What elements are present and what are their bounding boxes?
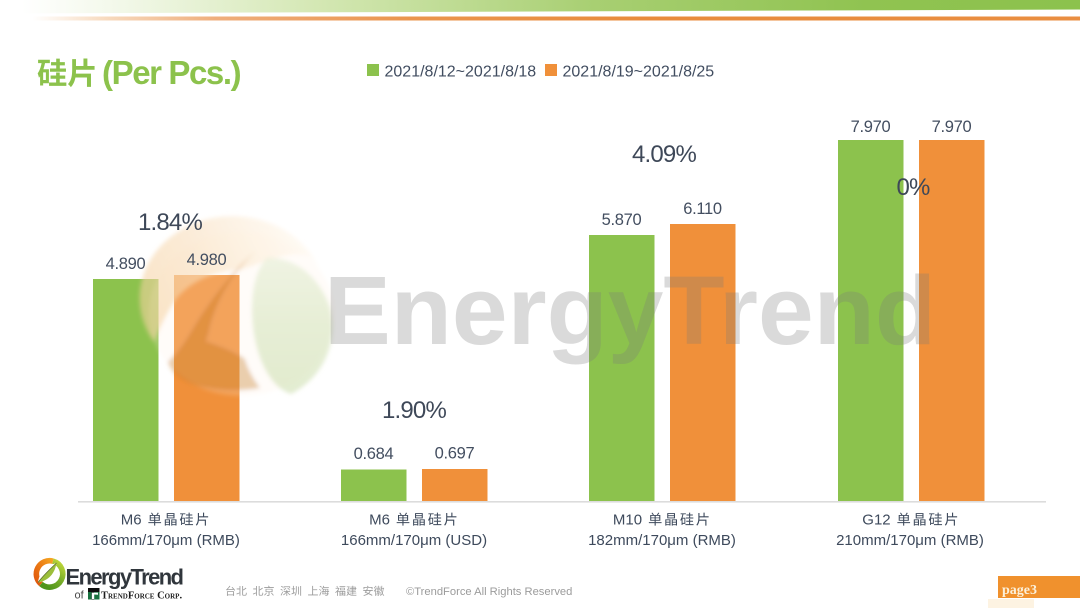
svg-text:166mm/170μm (RMB): 166mm/170μm (RMB) — [92, 532, 240, 549]
svg-text:2021/8/19~2021/8/25: 2021/8/19~2021/8/25 — [563, 64, 715, 81]
svg-text:EnergyTrend: EnergyTrend — [324, 256, 936, 365]
svg-text:7.970: 7.970 — [851, 118, 891, 136]
svg-text:page3: page3 — [1002, 583, 1037, 598]
svg-text:M10: M10 — [613, 512, 642, 529]
svg-text:4.890: 4.890 — [106, 255, 146, 273]
svg-text:4.09%: 4.09% — [632, 141, 697, 168]
svg-text:G12: G12 — [862, 512, 890, 529]
svg-text:of: of — [75, 590, 85, 602]
svg-text:(Per Pcs.): (Per Pcs.) — [102, 54, 241, 91]
svg-text:4.980: 4.980 — [187, 251, 227, 269]
svg-text:182mm/170μm (RMB): 182mm/170μm (RMB) — [588, 532, 736, 549]
svg-text:EnergyTrend: EnergyTrend — [66, 565, 183, 590]
svg-text:1.90%: 1.90% — [382, 397, 447, 424]
svg-text:0%: 0% — [896, 174, 930, 201]
svg-text:6.110: 6.110 — [683, 200, 722, 218]
svg-text:©TrendForce All Rights Reserve: ©TrendForce All Rights Reserved — [406, 586, 572, 598]
svg-text:7.970: 7.970 — [932, 118, 972, 136]
svg-text:M6: M6 — [121, 512, 142, 529]
svg-text:210mm/170μm (RMB): 210mm/170μm (RMB) — [836, 532, 984, 549]
svg-text:2021/8/12~2021/8/18: 2021/8/12~2021/8/18 — [385, 64, 537, 81]
svg-text:0.697: 0.697 — [435, 445, 475, 463]
svg-text:5.870: 5.870 — [602, 211, 642, 229]
svg-text:166mm/170μm (USD): 166mm/170μm (USD) — [341, 532, 487, 549]
svg-text:1.84%: 1.84% — [138, 209, 203, 236]
svg-text:TrendForce Corp.: TrendForce Corp. — [101, 591, 182, 602]
svg-text:0.684: 0.684 — [354, 445, 394, 463]
svg-text:M6: M6 — [369, 512, 390, 529]
